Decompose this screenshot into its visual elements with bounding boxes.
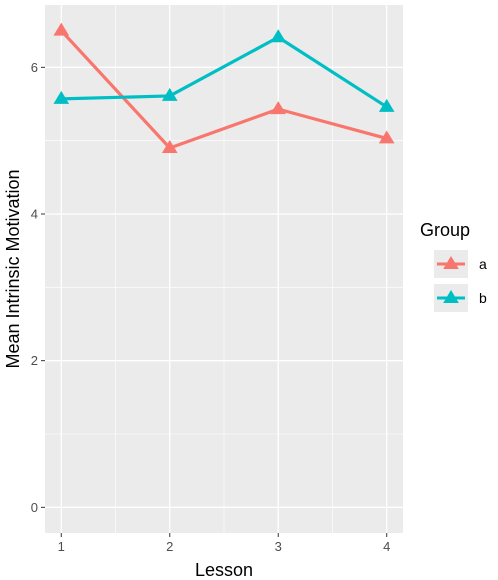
y-tick-label: 0 [31, 500, 38, 515]
point-a-2 [161, 140, 178, 153]
point-b-3 [270, 29, 287, 43]
point-a-3 [270, 101, 287, 115]
point-b-2 [161, 87, 178, 101]
grid-minor [45, 5, 403, 533]
x-axis-title: Lesson [195, 560, 253, 580]
x-tick-label: 4 [383, 539, 390, 554]
legend-title: Group [420, 220, 470, 240]
y-tick-label: 4 [31, 207, 38, 222]
y-axis-title: Mean Intrinsic Motivation [3, 169, 23, 368]
legend-key-marker [443, 290, 459, 303]
point-a-1 [53, 22, 70, 36]
point-b-4 [378, 98, 395, 112]
legend-key-marker [443, 256, 459, 269]
x-tick-label: 3 [275, 539, 282, 554]
legend-label-b: b [479, 290, 487, 306]
series-line-a [60, 29, 388, 150]
series-layer [53, 22, 395, 153]
series-line-b [61, 35, 388, 109]
y-tick-label: 6 [31, 60, 38, 75]
x-tick-label: 1 [58, 539, 65, 554]
legend: Group a b [420, 220, 487, 312]
axis-ticks: 1 2 3 4 0 2 4 6 [31, 60, 391, 554]
legend-label-a: a [479, 256, 487, 272]
point-a-4 [378, 130, 395, 144]
point-b-1 [53, 90, 70, 104]
y-tick-label: 2 [31, 353, 38, 368]
x-tick-label: 2 [166, 539, 173, 554]
